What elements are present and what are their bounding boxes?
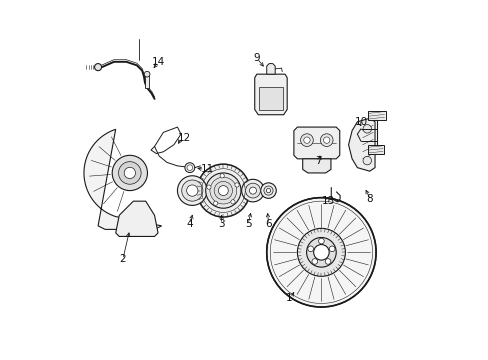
Circle shape [214,181,232,200]
Circle shape [249,187,256,194]
Circle shape [230,200,235,204]
Text: 11: 11 [200,165,213,174]
Circle shape [307,246,313,252]
Polygon shape [259,86,283,111]
Circle shape [323,137,329,143]
Circle shape [297,228,345,276]
Circle shape [177,176,207,206]
Text: 4: 4 [186,219,193,229]
Circle shape [318,238,324,244]
Circle shape [184,163,194,172]
Polygon shape [266,64,275,74]
Circle shape [260,183,276,198]
Circle shape [241,179,264,202]
Circle shape [197,164,249,217]
Circle shape [306,238,336,267]
Circle shape [328,246,334,252]
Circle shape [245,183,260,198]
Circle shape [266,198,375,307]
Circle shape [220,174,224,178]
Text: 9: 9 [253,53,260,63]
Circle shape [94,64,102,71]
Circle shape [218,186,228,195]
Polygon shape [302,159,330,173]
Circle shape [320,134,332,147]
Circle shape [186,165,192,171]
Polygon shape [348,118,374,171]
Text: 10: 10 [354,117,367,127]
Text: 7: 7 [314,156,321,166]
Polygon shape [254,74,286,115]
Text: 5: 5 [244,219,251,229]
Polygon shape [367,145,383,153]
Circle shape [362,125,371,133]
Circle shape [205,173,241,208]
Circle shape [325,258,330,264]
Text: 2: 2 [119,255,126,264]
Circle shape [182,180,203,201]
Circle shape [313,244,328,260]
Circle shape [206,185,211,189]
Polygon shape [293,127,339,159]
Text: 14: 14 [151,57,164,67]
Text: 12: 12 [177,133,190,143]
Circle shape [186,185,198,196]
Text: 8: 8 [366,194,372,204]
Polygon shape [367,111,385,120]
Circle shape [213,201,217,205]
Circle shape [234,183,239,187]
Circle shape [266,189,270,193]
Circle shape [300,134,313,147]
Circle shape [124,167,135,179]
Circle shape [311,258,317,264]
Text: 1: 1 [285,293,292,303]
Circle shape [118,162,141,184]
Text: 3: 3 [218,219,224,229]
Circle shape [112,155,147,190]
Circle shape [144,71,150,77]
Circle shape [209,177,236,204]
Polygon shape [145,74,149,88]
Polygon shape [84,129,161,229]
Circle shape [264,186,272,195]
Text: 13: 13 [322,196,335,206]
Circle shape [303,137,309,143]
Circle shape [362,156,371,165]
Text: 6: 6 [264,219,271,229]
Polygon shape [116,201,158,237]
